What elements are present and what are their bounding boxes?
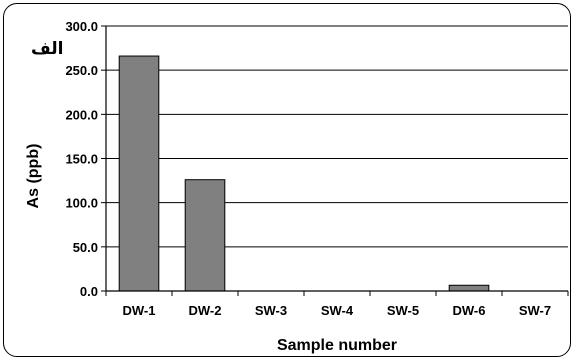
y-axis-title: As (ppb) — [25, 144, 42, 209]
bar-dw-2 — [184, 179, 226, 292]
x-tick-label: SW-3 — [255, 303, 287, 318]
x-tick-label: DW-2 — [189, 303, 222, 318]
x-axis-title: Sample number — [277, 337, 397, 354]
y-tick-label: 200.0 — [65, 107, 98, 122]
y-tick-label: 300.0 — [65, 19, 98, 34]
chart-frame — [3, 3, 571, 357]
gridlines — [106, 25, 568, 248]
y-tick-label: 100.0 — [65, 196, 98, 211]
panel-label: الف — [31, 39, 63, 59]
y-tick-label: 50.0 — [73, 240, 98, 255]
bars — [118, 55, 490, 292]
bar-dw-1 — [118, 55, 160, 292]
x-tick-label: DW-1 — [123, 303, 156, 318]
y-tick-label: 250.0 — [65, 63, 98, 78]
x-tick-label: DW-6 — [453, 303, 486, 318]
x-tick-label: SW-5 — [387, 303, 419, 318]
x-ticks: DW-1 DW-2 SW-3 SW-4 SW-5 DW-6 SW-7 — [105, 291, 569, 318]
y-tick-label: 0.0 — [80, 284, 98, 299]
y-tick-label: 150.0 — [65, 152, 98, 167]
bar-dw-6 — [448, 284, 490, 292]
y-ticks: 0.0 50.0 100.0 150.0 200.0 250.0 300.0 — [65, 19, 106, 299]
x-tick-label: SW-7 — [519, 303, 551, 318]
x-tick-label: SW-4 — [321, 303, 354, 318]
